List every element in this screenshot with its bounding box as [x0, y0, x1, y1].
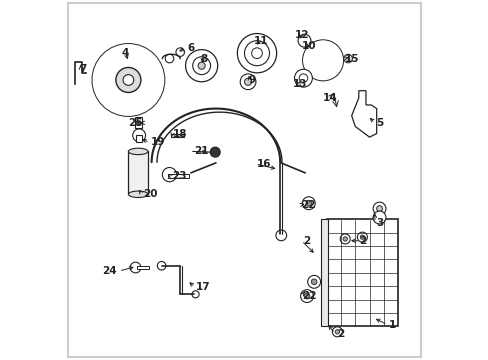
Polygon shape [351, 91, 376, 137]
Circle shape [298, 34, 310, 47]
Bar [128, 152, 148, 194]
Circle shape [303, 41, 342, 80]
Text: 2: 2 [303, 236, 310, 246]
Text: 10: 10 [301, 41, 315, 51]
Circle shape [198, 62, 205, 69]
Circle shape [165, 54, 173, 63]
Text: 12: 12 [294, 30, 308, 40]
Circle shape [275, 230, 286, 241]
Circle shape [192, 57, 210, 75]
Text: 1: 1 [388, 320, 396, 330]
Ellipse shape [302, 40, 343, 81]
Circle shape [299, 74, 307, 82]
Circle shape [304, 293, 309, 299]
Bar [326, 219, 397, 327]
Circle shape [123, 75, 134, 85]
Circle shape [101, 53, 155, 107]
Text: 3: 3 [376, 218, 383, 228]
Circle shape [307, 275, 320, 288]
Circle shape [372, 211, 385, 224]
Bar [136, 266, 149, 269]
Text: 20: 20 [142, 189, 157, 199]
Circle shape [244, 41, 269, 66]
Text: 7: 7 [80, 64, 87, 74]
Circle shape [311, 279, 316, 285]
Circle shape [132, 129, 145, 142]
Text: 2: 2 [336, 329, 343, 339]
Text: 25: 25 [128, 118, 142, 128]
Bar [321, 219, 327, 327]
Text: 22: 22 [300, 200, 315, 210]
Text: 23: 23 [172, 171, 186, 181]
Text: 8: 8 [201, 54, 208, 64]
Text: 22: 22 [301, 291, 316, 301]
Circle shape [162, 167, 176, 182]
Text: 17: 17 [196, 282, 210, 292]
Bar [167, 174, 189, 178]
Text: 6: 6 [187, 43, 194, 53]
Text: 13: 13 [292, 78, 306, 89]
Text: 5: 5 [376, 118, 383, 128]
Circle shape [309, 47, 336, 74]
Circle shape [244, 78, 251, 85]
Text: 18: 18 [173, 129, 187, 139]
Circle shape [110, 62, 146, 98]
Circle shape [376, 206, 382, 211]
Text: 24: 24 [102, 266, 116, 276]
Circle shape [192, 291, 199, 298]
Circle shape [316, 54, 329, 67]
Circle shape [116, 67, 141, 93]
Text: 15: 15 [344, 54, 358, 64]
Circle shape [237, 33, 276, 73]
Text: 14: 14 [322, 93, 337, 103]
Circle shape [92, 44, 164, 116]
Circle shape [294, 69, 312, 87]
Circle shape [335, 330, 339, 334]
Ellipse shape [128, 191, 148, 198]
Text: 19: 19 [151, 138, 165, 148]
Text: 11: 11 [253, 36, 267, 46]
Circle shape [130, 262, 141, 273]
Circle shape [372, 202, 385, 215]
Circle shape [340, 234, 349, 244]
Circle shape [176, 48, 184, 57]
Circle shape [185, 50, 217, 82]
Ellipse shape [128, 148, 148, 155]
Circle shape [302, 197, 315, 210]
Text: 21: 21 [193, 147, 208, 157]
Circle shape [343, 54, 352, 63]
Text: 16: 16 [257, 159, 271, 169]
Bar [135, 117, 142, 128]
Text: 4: 4 [121, 48, 128, 58]
Circle shape [343, 237, 346, 241]
Circle shape [240, 74, 255, 90]
Circle shape [136, 121, 141, 125]
Text: 9: 9 [247, 75, 255, 85]
Circle shape [332, 327, 342, 337]
Circle shape [97, 48, 160, 112]
Circle shape [251, 48, 262, 59]
Circle shape [357, 232, 366, 242]
Circle shape [106, 58, 151, 103]
Circle shape [305, 201, 311, 206]
Circle shape [300, 290, 313, 302]
Text: 2: 2 [358, 236, 366, 246]
Circle shape [360, 235, 364, 239]
Circle shape [210, 147, 220, 157]
Bar [171, 134, 183, 137]
Circle shape [157, 261, 165, 270]
Bar [136, 135, 142, 143]
